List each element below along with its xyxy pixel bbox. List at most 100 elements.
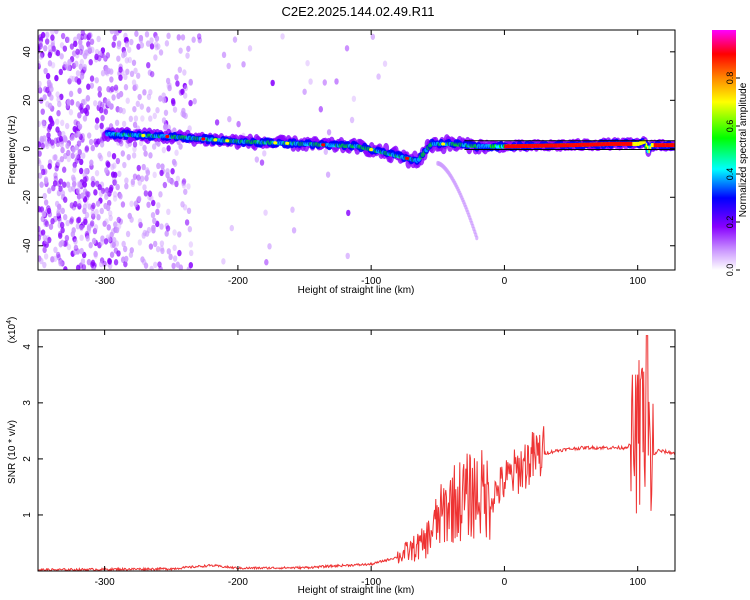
heatmap-cell: [73, 238, 78, 245]
heatmap-cell: [82, 188, 88, 195]
heatmap-cell: [593, 142, 596, 147]
snr-ylabel: SNR (10 * v/v): [7, 420, 18, 484]
heatmap-cell: [123, 84, 129, 91]
heatmap-cell: [191, 36, 196, 43]
heatmap-cell: [126, 46, 132, 53]
heatmap-cell: [38, 85, 42, 92]
heatmap-cell: [172, 244, 177, 251]
heatmap-cell: [541, 143, 544, 148]
heatmap-cell: [189, 249, 194, 257]
heatmap-cell: [163, 109, 169, 116]
heatmap-cell: [153, 261, 158, 269]
heatmap-cell: [53, 172, 58, 179]
heatmap-cell: [124, 182, 129, 190]
heatmap-cell: [615, 141, 617, 146]
heatmap-cell: [94, 169, 100, 177]
heatmap-cell: [65, 181, 71, 188]
heatmap-cell: [543, 143, 545, 148]
heatmap-cell: [73, 244, 79, 252]
heatmap-cell: [110, 241, 115, 249]
heatmap-cell: [63, 213, 68, 221]
heatmap-cell: [132, 105, 137, 113]
heatmap-cell: [105, 204, 111, 212]
heatmap-cell: [47, 60, 53, 67]
heatmap-cell: [589, 142, 592, 147]
heatmap-cell: [94, 123, 99, 131]
heatmap-cell: [96, 214, 101, 221]
heatmap-cell: [529, 143, 532, 148]
spectrogram-ylabel: Frequency (Hz): [7, 116, 18, 185]
heatmap-cell: [90, 46, 95, 54]
heatmap-cell: [71, 50, 77, 57]
heatmap-cell: [174, 74, 179, 81]
x-tick-label: -300: [95, 276, 115, 287]
heatmap-cell: [115, 183, 120, 191]
heatmap-cell: [129, 200, 134, 207]
heatmap-cell: [65, 142, 70, 149]
heatmap-cell: [61, 166, 67, 173]
heatmap-cell: [98, 260, 104, 268]
heatmap-cell: [178, 47, 183, 54]
heatmap-cell: [225, 139, 230, 143]
heatmap-cell: [86, 83, 91, 90]
heatmap-cell: [55, 91, 60, 98]
heatmap-cell: [54, 30, 59, 35]
heatmap-cell: [527, 143, 529, 148]
heatmap-cell: [177, 66, 183, 74]
heatmap-cell: [146, 93, 152, 101]
heatmap-cell: [93, 252, 98, 259]
heatmap-cell: [564, 143, 566, 148]
heatmap-cell: [86, 32, 92, 39]
heatmap-cell: [51, 184, 56, 192]
heatmap-cell: [78, 48, 83, 56]
heatmap-cell: [92, 227, 98, 235]
heatmap-cell: [613, 141, 616, 146]
heatmap-cell: [41, 168, 46, 176]
heatmap-cell: [166, 32, 171, 40]
heatmap-cell: [142, 89, 147, 96]
heatmap-cell: [55, 126, 60, 133]
heatmap-cell: [58, 68, 64, 76]
x-tick-label: 0: [502, 577, 508, 588]
heatmap-cell: [175, 80, 180, 87]
heatmap-cell: [611, 141, 613, 146]
heatmap-cell: [75, 187, 81, 195]
heatmap-cell: [125, 68, 130, 75]
heatmap-cell: [131, 152, 137, 159]
heatmap-cell: [43, 253, 49, 260]
heatmap-cell: [672, 143, 674, 148]
heatmap-cell: [539, 143, 541, 148]
heatmap-cell: [79, 247, 84, 255]
heatmap-cell: [349, 116, 355, 124]
heatmap-cell: [505, 144, 508, 149]
heatmap-cell: [73, 200, 78, 208]
heatmap-cell: [174, 149, 179, 156]
heatmap-cell: [188, 99, 193, 107]
heatmap-cell: [201, 137, 206, 141]
heatmap-cell: [143, 190, 149, 197]
heatmap-cell: [148, 115, 153, 122]
spectrogram-xlabel: Height of straight line (km): [298, 285, 415, 296]
heatmap-cell: [43, 177, 49, 184]
heatmap-cell: [76, 216, 82, 224]
heatmap-cell: [135, 100, 141, 108]
heatmap-cell: [67, 58, 72, 66]
heatmap-cell: [75, 223, 81, 230]
heatmap-cell: [575, 143, 577, 148]
heatmap-cell: [213, 138, 218, 142]
heatmap-cell: [42, 246, 47, 254]
heatmap-cell: [77, 203, 82, 210]
heatmap-cell: [559, 143, 561, 148]
heatmap-cell: [97, 55, 102, 62]
heatmap-cell: [227, 115, 232, 123]
heatmap-cell: [603, 142, 605, 147]
heatmap-cell: [89, 82, 95, 89]
heatmap-cell: [43, 199, 49, 206]
y-tick-label: 1: [22, 512, 33, 518]
heatmap-cell: [60, 207, 65, 215]
heatmap-cell: [267, 243, 272, 250]
heatmap-cell: [38, 150, 42, 157]
heatmap-cell: [344, 45, 350, 52]
heatmap-cell: [533, 143, 536, 148]
heatmap-cell: [165, 225, 171, 232]
